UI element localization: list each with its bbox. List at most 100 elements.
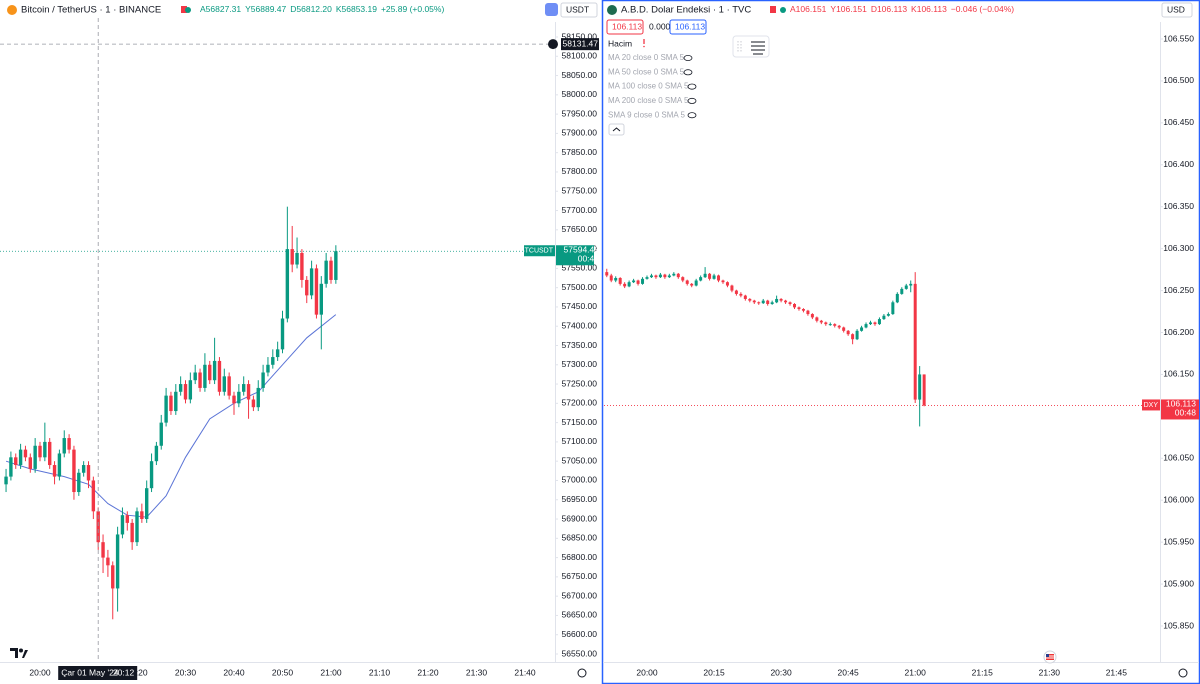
candle-body <box>295 252 299 265</box>
candle-body <box>779 298 783 301</box>
candle-body <box>828 324 832 326</box>
candle-body <box>232 395 236 404</box>
y-tick-label: 106.250 <box>1163 285 1194 295</box>
y-tick-label: 57300.00 <box>562 359 598 369</box>
y-tick-label: 106.150 <box>1163 369 1194 379</box>
y-tick-label: 106.000 <box>1163 494 1194 504</box>
candle-body <box>203 364 207 388</box>
candle-body <box>627 282 631 287</box>
candle-body <box>730 285 734 291</box>
crosshair-time-box <box>58 666 138 680</box>
candle-body <box>717 275 721 281</box>
candle-body <box>169 395 173 412</box>
candle-body <box>115 534 120 589</box>
candle-body <box>690 283 694 286</box>
event-flag[interactable] <box>1043 650 1057 664</box>
candle-body <box>23 449 28 458</box>
y-tick-label: 57150.00 <box>562 417 598 427</box>
y-tick-label: 58000.00 <box>562 89 598 99</box>
indicator-label: SMA 9 close 0 SMA 5 <box>608 110 685 119</box>
x-tick-label: 20:50 <box>272 667 294 677</box>
candle-body <box>33 445 37 469</box>
candle-body <box>918 374 922 400</box>
collapse-button[interactable] <box>608 123 625 136</box>
sell-box[interactable] <box>606 19 644 35</box>
y-tick-label: 56750.00 <box>562 571 598 581</box>
flag-icon[interactable] <box>770 6 776 13</box>
indicator-label: MA 50 close 0 SMA 5 <box>608 67 685 76</box>
candle-body <box>873 322 877 325</box>
candle-body <box>149 461 154 489</box>
candle-body <box>860 327 864 331</box>
candle-body <box>895 293 899 303</box>
candle-body <box>18 449 23 466</box>
candle-body <box>208 364 212 381</box>
object-tree-button[interactable] <box>732 35 770 58</box>
y-tick-label: 57400.00 <box>562 320 598 330</box>
candle-body <box>833 324 837 326</box>
y-tick-label: 57350.00 <box>562 340 598 350</box>
candle-body <box>275 349 280 358</box>
candle-body <box>14 457 18 466</box>
compare-button[interactable] <box>545 3 558 16</box>
candle-body <box>842 327 846 331</box>
y-tick-label: 57700.00 <box>562 205 598 215</box>
candle-body <box>824 322 828 325</box>
add-alert-button <box>548 39 558 50</box>
candle-body <box>120 515 125 535</box>
collapse-icon <box>612 127 621 132</box>
candle-body <box>909 283 913 286</box>
y-tick-label: 56600.00 <box>562 629 598 639</box>
candle-body <box>256 387 260 408</box>
candle-body <box>130 522 134 543</box>
spread: 0.000 <box>649 21 671 31</box>
settings-button[interactable] <box>1178 668 1188 678</box>
legend-item: −0.046 (−0.04%) <box>951 4 1014 14</box>
candle-body <box>237 391 241 404</box>
candle-body <box>672 273 676 276</box>
volume-label: Hacim <box>608 38 632 48</box>
candle-body <box>757 302 761 304</box>
candle-body <box>725 282 729 286</box>
candle-body <box>846 330 850 335</box>
candle-body <box>793 303 797 308</box>
y-tick-label: 105.900 <box>1163 578 1194 588</box>
y-tick-label: 105.850 <box>1163 620 1194 630</box>
warning-icon <box>643 39 645 48</box>
candle-body <box>819 320 823 323</box>
candle-body <box>766 300 770 304</box>
visibility-icon <box>683 69 693 76</box>
currency-button[interactable] <box>1161 2 1193 18</box>
candle-body <box>242 384 246 392</box>
legend-item: D106.113 <box>871 4 908 14</box>
settings-button[interactable] <box>577 668 587 678</box>
currency-button[interactable] <box>560 2 598 18</box>
x-tick-label: 20:00 <box>636 667 658 677</box>
tradingview-logo[interactable] <box>10 648 28 658</box>
y-tick-label: 56800.00 <box>562 552 598 562</box>
y-tick-label: 56900.00 <box>562 513 598 523</box>
candle-body <box>864 324 868 328</box>
market-status <box>780 7 786 13</box>
candle-body <box>261 372 265 388</box>
y-tick-label: 106.500 <box>1163 75 1194 85</box>
symbol-tag <box>524 245 555 257</box>
visibility-icon <box>687 112 697 119</box>
candle-body <box>882 315 886 320</box>
flag-icon[interactable] <box>181 6 187 13</box>
candle-body <box>775 298 779 303</box>
candle-body <box>96 511 100 543</box>
candle-body <box>788 302 792 304</box>
x-tick-label: 21:30 <box>466 667 488 677</box>
candle-body <box>667 275 671 278</box>
candle-body <box>869 322 872 325</box>
candle-body <box>198 372 202 388</box>
buy-box[interactable] <box>669 19 707 35</box>
legend-item: Y106.151 <box>830 4 867 14</box>
candle-body <box>43 441 47 458</box>
candle-body <box>159 422 163 446</box>
candle-body <box>658 274 662 278</box>
candle-body <box>324 260 328 284</box>
y-tick-label: 105.950 <box>1163 536 1194 546</box>
